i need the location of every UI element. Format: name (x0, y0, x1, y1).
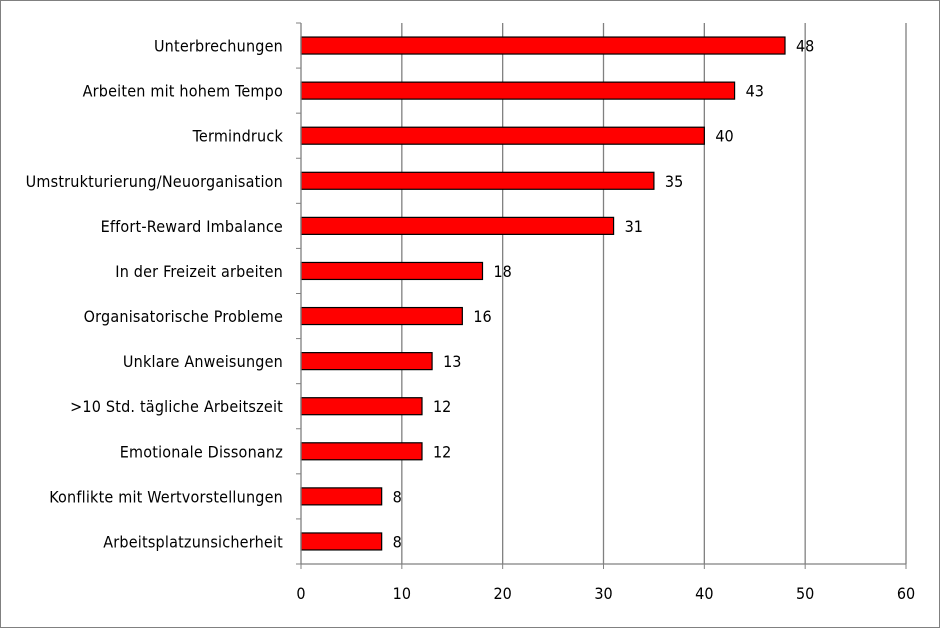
bar (300, 397, 423, 416)
category-labels: Unterbrechungen Arbeiten mit hohem Tempo T… (26, 37, 284, 552)
bars (300, 36, 786, 551)
value-label: 31 (625, 217, 643, 236)
value-label: 8 (393, 487, 402, 506)
tick-labels: 0 10 20 30 40 50 60 (296, 584, 915, 603)
bar (300, 487, 383, 506)
bar (300, 216, 615, 235)
category-label: Emotionale Dissonanz (120, 442, 283, 461)
category-label: >10 Std. tägliche Arbeitszeit (70, 397, 283, 416)
axes (296, 22, 907, 569)
category-label: Unklare Anweisungen (123, 352, 283, 371)
value-label: 16 (473, 307, 491, 326)
bar (300, 352, 433, 371)
category-label: Unterbrechungen (154, 37, 283, 56)
bar (300, 306, 463, 326)
value-label: 48 (796, 37, 814, 56)
category-label: Arbeiten mit hohem Tempo (83, 82, 283, 101)
category-label: In der Freizeit arbeiten (115, 262, 283, 281)
x-tick-label: 40 (695, 584, 713, 603)
value-label: 40 (715, 127, 733, 146)
bar (300, 171, 655, 190)
bar (300, 126, 705, 145)
x-tick-label: 10 (393, 584, 411, 603)
gridlines (401, 23, 907, 564)
category-label: Effort-Reward Imbalance (101, 217, 283, 236)
value-label: 43 (746, 82, 764, 101)
bar (300, 36, 786, 55)
x-tick-label: 50 (796, 584, 814, 603)
bar (300, 442, 423, 461)
x-tick-label: 30 (594, 584, 612, 603)
category-label: Arbeitsplatzunsicherheit (103, 532, 283, 551)
bar (300, 532, 383, 551)
category-label: Umstrukturierung/Neuorganisation (26, 172, 283, 191)
bar (300, 261, 484, 281)
category-label: Konflikte mit Wertvorstellungen (49, 487, 283, 506)
value-labels: 48 43 40 35 31 18 16 13 12 12 8 8 (393, 37, 815, 552)
value-label: 8 (393, 532, 402, 551)
category-label: Organisatorische Probleme (84, 307, 283, 326)
value-label: 12 (433, 442, 451, 461)
value-label: 13 (443, 352, 461, 371)
x-tick-label: 60 (897, 584, 915, 603)
value-label: 35 (665, 172, 683, 191)
x-tick-label: 20 (494, 584, 512, 603)
value-label: 18 (494, 262, 512, 281)
x-tick-label: 0 (296, 584, 305, 603)
category-label: Termindruck (192, 127, 284, 146)
bar (300, 81, 736, 100)
value-label: 12 (433, 397, 451, 416)
